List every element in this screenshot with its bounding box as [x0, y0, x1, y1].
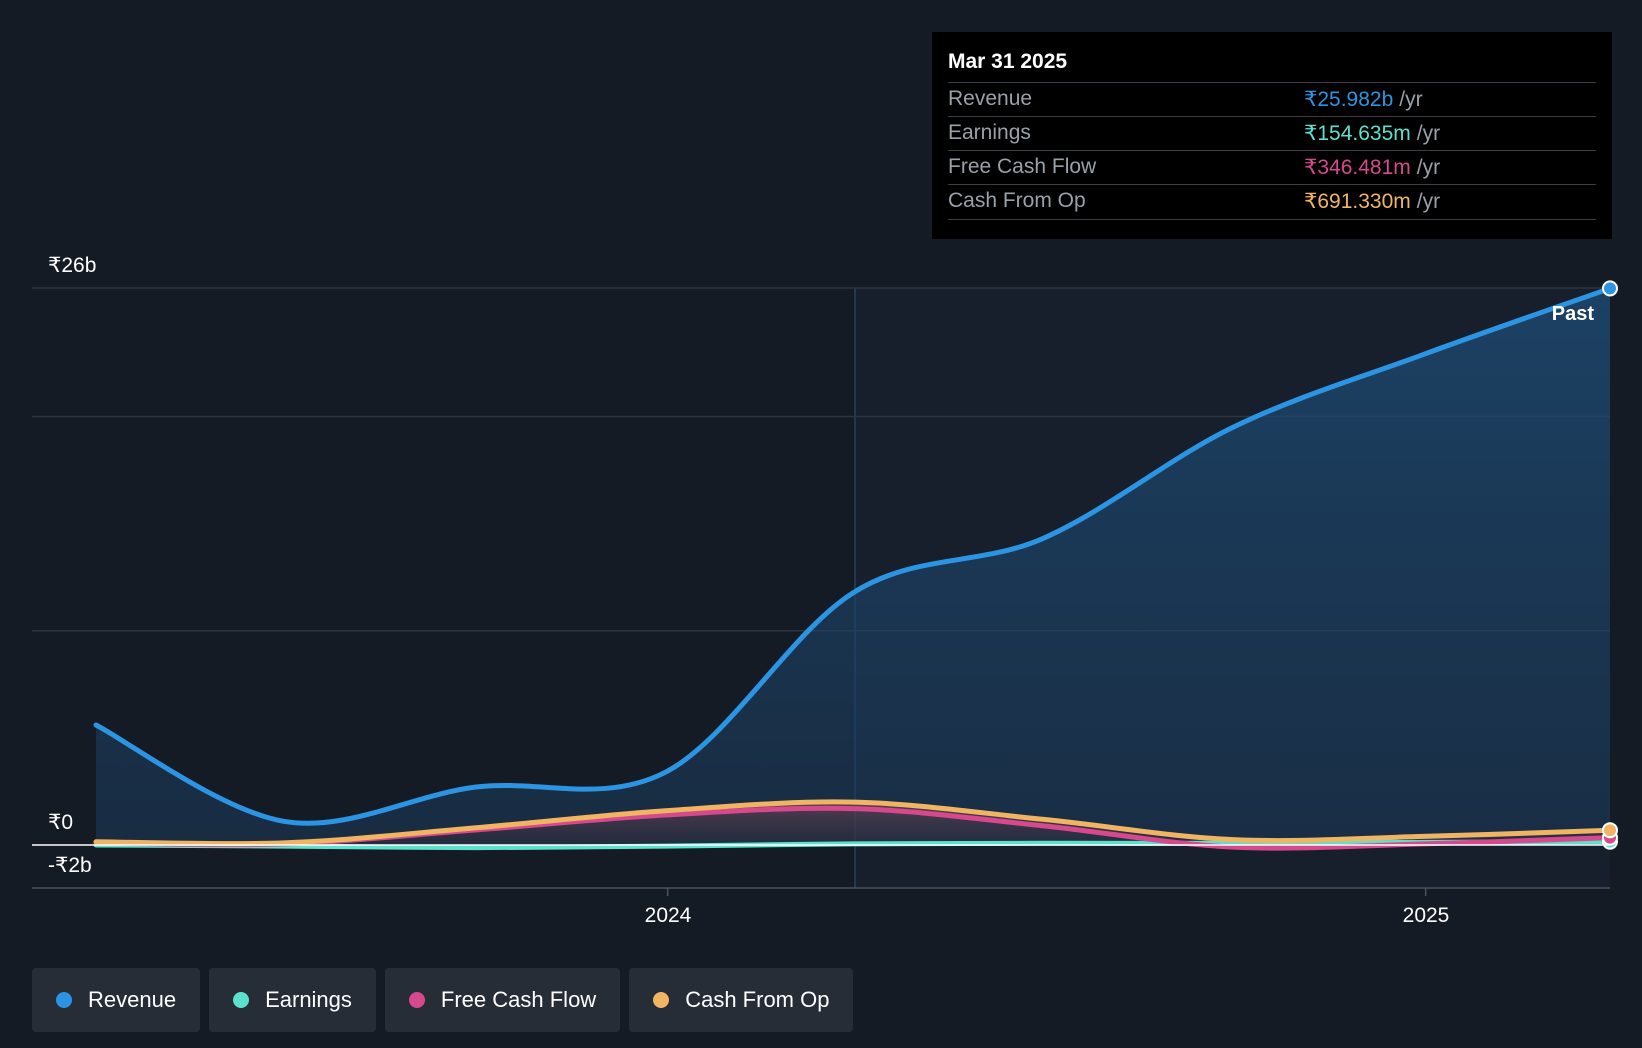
cash-from-op-line	[93, 799, 1613, 847]
x-ticks	[666, 888, 1427, 896]
tooltip-row-free-cash-flow: Free Cash Flow ₹346.481m/yr	[948, 150, 1596, 185]
legend: Revenue Earnings Free Cash Flow Cash Fro…	[32, 968, 854, 1032]
tooltip-value: ₹346.481m/yr	[1304, 156, 1441, 179]
legend-label: Earnings	[265, 987, 352, 1012]
revenue-area	[96, 288, 1610, 845]
revenue-endpoint	[1602, 280, 1618, 297]
tooltip-value: ₹691.330m/yr	[1304, 190, 1441, 213]
cash-from-op-endpoint	[1602, 822, 1618, 839]
tooltip-label: Earnings	[948, 121, 1031, 144]
legend-label: Cash From Op	[685, 987, 830, 1012]
x-tick-label-2025: 2025	[1403, 904, 1450, 927]
series-endpoints	[1602, 280, 1618, 850]
y-tick-label-bottom: -₹2b	[48, 854, 92, 877]
earnings-dot-icon	[233, 992, 250, 1008]
series-lines	[93, 285, 1613, 851]
tooltip-row-earnings: Earnings ₹154.635m/yr	[948, 116, 1596, 151]
tooltip-value: ₹154.635m/yr	[1304, 122, 1441, 145]
cash-from-op-dot-icon	[653, 992, 670, 1008]
cash-from-op-area	[96, 801, 1610, 845]
legend-item-earnings[interactable]: Earnings	[209, 968, 376, 1032]
earnings-line	[93, 839, 1613, 851]
past-label: Past	[1552, 303, 1595, 325]
tooltip-row-revenue: Revenue ₹25.982b/yr	[948, 82, 1596, 117]
tooltip-label: Cash From Op	[948, 189, 1086, 212]
y-tick-label-top: ₹26b	[48, 254, 96, 277]
legend-label: Free Cash Flow	[440, 987, 597, 1012]
series-areas	[96, 288, 1610, 845]
legend-item-cash-from-op[interactable]: Cash From Op	[629, 968, 854, 1032]
revenue-dot-icon	[56, 992, 72, 1008]
tooltip-label: Free Cash Flow	[948, 155, 1097, 178]
legend-label: Revenue	[88, 987, 177, 1012]
tooltip-row-cash-from-op: Cash From Op ₹691.330m/yr	[948, 184, 1596, 220]
revenue-line	[93, 285, 1613, 826]
tooltip-panel: Mar 31 2025 Revenue ₹25.982b/yr Earnings…	[932, 32, 1612, 239]
y-tick-label-zero: ₹0	[48, 811, 73, 834]
tooltip-label: Revenue	[948, 87, 1033, 110]
tooltip-value: ₹25.982b/yr	[1304, 88, 1423, 111]
free-cash-flow-dot-icon	[408, 992, 425, 1008]
tooltip-date: Mar 31 2025	[948, 50, 1068, 73]
legend-item-revenue[interactable]: Revenue	[32, 968, 201, 1032]
x-tick-label-2024: 2024	[645, 904, 692, 927]
legend-item-free-cash-flow[interactable]: Free Cash Flow	[384, 968, 621, 1032]
